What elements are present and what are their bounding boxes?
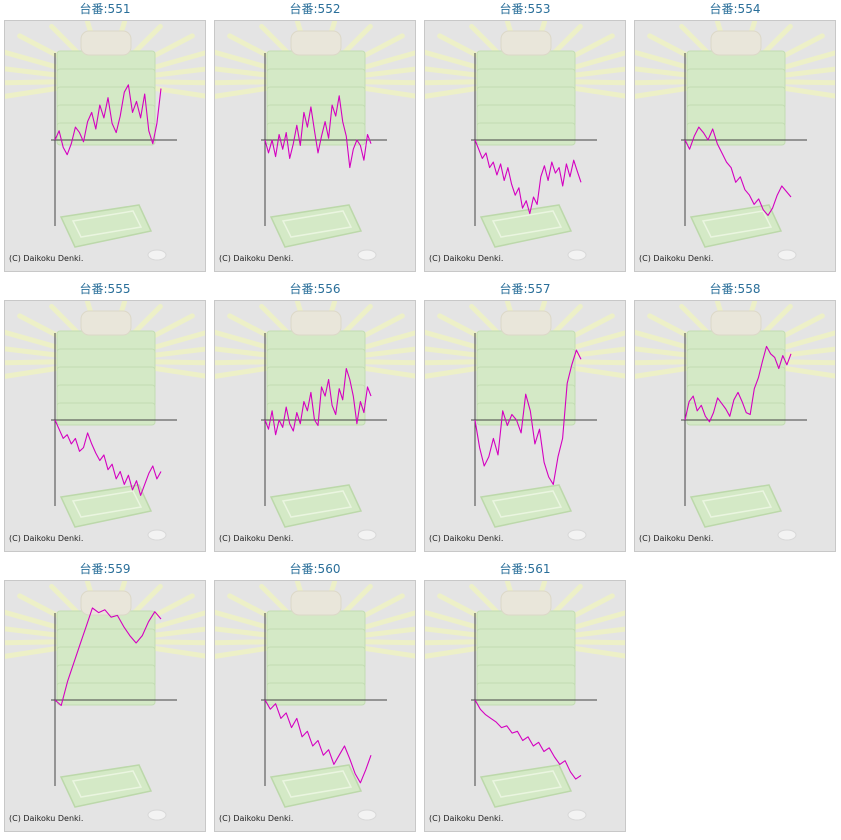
chart-title[interactable]: 台番:557 bbox=[499, 282, 551, 296]
panel-artwork bbox=[5, 21, 205, 261]
chart-panel: (C) Daikoku Denki. bbox=[214, 580, 416, 832]
chart-cell: 台番:558 (C) Daikoku Denki. bbox=[630, 280, 840, 560]
panel-background bbox=[425, 581, 625, 821]
chart-title[interactable]: 台番:555 bbox=[79, 282, 131, 296]
chart-title[interactable]: 台番:552 bbox=[289, 2, 341, 16]
line-chart bbox=[51, 333, 177, 506]
copyright-label: (C) Daikoku Denki. bbox=[219, 534, 294, 543]
line-chart bbox=[471, 613, 597, 786]
chart-title[interactable]: 台番:559 bbox=[79, 562, 131, 576]
series-line bbox=[474, 699, 582, 780]
line-chart bbox=[471, 53, 597, 226]
series-line bbox=[684, 126, 792, 216]
chart-panel: (C) Daikoku Denki. bbox=[4, 580, 206, 832]
chart-cell: 台番:554 (C) Daikoku Denki. bbox=[630, 0, 840, 280]
copyright-label: (C) Daikoku Denki. bbox=[9, 814, 84, 823]
copyright-label: (C) Daikoku Denki. bbox=[429, 814, 504, 823]
line-chart bbox=[51, 607, 177, 786]
copyright-label: (C) Daikoku Denki. bbox=[639, 254, 714, 263]
series-line bbox=[264, 367, 372, 436]
chart-cell: 台番:557 (C) Daikoku Denki. bbox=[420, 280, 630, 560]
panel-artwork bbox=[5, 301, 205, 541]
chart-title[interactable]: 台番:553 bbox=[499, 2, 551, 16]
series-line bbox=[54, 419, 162, 496]
series-line bbox=[264, 95, 372, 169]
chart-panel: (C) Daikoku Denki. bbox=[634, 20, 836, 272]
copyright-label: (C) Daikoku Denki. bbox=[219, 254, 294, 263]
series-line bbox=[264, 699, 372, 784]
chart-panel: (C) Daikoku Denki. bbox=[424, 300, 626, 552]
line-chart bbox=[51, 53, 177, 226]
copyright-label: (C) Daikoku Denki. bbox=[9, 254, 84, 263]
panel-background bbox=[215, 301, 415, 541]
panel-artwork bbox=[635, 301, 835, 541]
series-line bbox=[54, 84, 162, 156]
panel-artwork bbox=[425, 581, 625, 821]
line-chart bbox=[681, 333, 807, 506]
line-chart bbox=[261, 333, 387, 506]
chart-cell: 台番:559 (C) Daikoku Denki. bbox=[0, 560, 210, 840]
chart-title[interactable]: 台番:554 bbox=[709, 2, 761, 16]
line-chart bbox=[261, 53, 387, 226]
series-line bbox=[474, 139, 582, 215]
chart-panel: (C) Daikoku Denki. bbox=[214, 300, 416, 552]
chart-title[interactable]: 台番:556 bbox=[289, 282, 341, 296]
panel-background bbox=[215, 21, 415, 261]
copyright-label: (C) Daikoku Denki. bbox=[639, 534, 714, 543]
copyright-label: (C) Daikoku Denki. bbox=[9, 534, 84, 543]
chart-panel: (C) Daikoku Denki. bbox=[424, 580, 626, 832]
series-line bbox=[684, 345, 792, 423]
copyright-label: (C) Daikoku Denki. bbox=[429, 254, 504, 263]
panel-artwork bbox=[635, 21, 835, 261]
chart-cell: 台番:556 (C) Daikoku Denki. bbox=[210, 280, 420, 560]
chart-cell: 台番:551 (C) Daikoku Denki. bbox=[0, 0, 210, 280]
chart-panel: (C) Daikoku Denki. bbox=[424, 20, 626, 272]
chart-title[interactable]: 台番:560 bbox=[289, 562, 341, 576]
panel-background bbox=[635, 21, 835, 261]
panel-background bbox=[5, 301, 205, 541]
panel-artwork bbox=[425, 21, 625, 261]
line-chart bbox=[261, 613, 387, 786]
panel-background bbox=[635, 301, 835, 541]
chart-cell: 台番:553 (C) Daikoku Denki. bbox=[420, 0, 630, 280]
line-chart bbox=[471, 333, 597, 506]
series-line bbox=[54, 607, 162, 707]
panel-artwork bbox=[215, 301, 415, 541]
chart-panel: (C) Daikoku Denki. bbox=[634, 300, 836, 552]
panel-background bbox=[425, 21, 625, 261]
chart-title[interactable]: 台番:561 bbox=[499, 562, 551, 576]
line-chart bbox=[681, 53, 807, 226]
chart-cell: 台番:561 (C) Daikoku Denki. bbox=[420, 560, 630, 840]
chart-title[interactable]: 台番:558 bbox=[709, 282, 761, 296]
panel-artwork bbox=[215, 21, 415, 261]
copyright-label: (C) Daikoku Denki. bbox=[429, 534, 504, 543]
chart-cell: 台番:555 (C) Daikoku Denki. bbox=[0, 280, 210, 560]
chart-panel: (C) Daikoku Denki. bbox=[214, 20, 416, 272]
panel-background bbox=[215, 581, 415, 821]
panel-background bbox=[5, 21, 205, 261]
copyright-label: (C) Daikoku Denki. bbox=[219, 814, 294, 823]
chart-panel: (C) Daikoku Denki. bbox=[4, 20, 206, 272]
chart-panel: (C) Daikoku Denki. bbox=[4, 300, 206, 552]
chart-cell: 台番:560 (C) Daikoku Denki. bbox=[210, 560, 420, 840]
chart-title[interactable]: 台番:551 bbox=[79, 2, 131, 16]
chart-cell: 台番:552 (C) Daikoku Denki. bbox=[210, 0, 420, 280]
series-line bbox=[474, 349, 582, 485]
panel-artwork bbox=[215, 581, 415, 821]
